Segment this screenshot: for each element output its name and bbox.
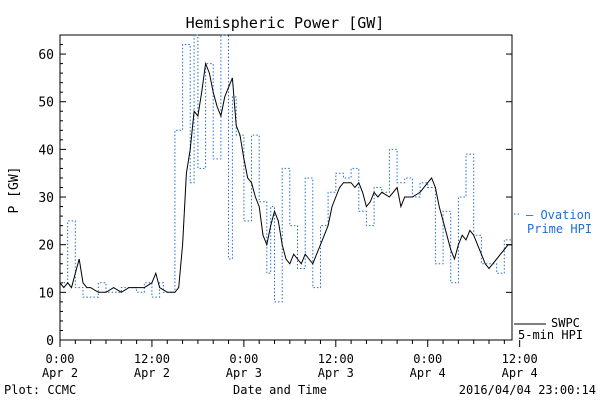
x-tick-date-label: Apr 3 [318, 366, 354, 380]
chart-title: Hemispheric Power [GW] [186, 14, 385, 32]
legend-swpc-line2: 5-min HPI [518, 328, 583, 342]
x-tick-time-label: 0:00 [413, 352, 442, 366]
y-tick-label: 20 [38, 239, 54, 254]
y-tick-label: 60 [38, 48, 54, 63]
plot-credit: Plot: CCMC [4, 383, 76, 397]
x-tick-date-label: Apr 4 [410, 366, 446, 380]
y-tick-label: 30 [38, 191, 54, 206]
y-tick-label: 10 [38, 286, 54, 301]
x-tick-time-label: 0:00 [229, 352, 258, 366]
legend-ovation-line2: Prime HPI [527, 222, 592, 236]
y-axis-label: P [GW] [7, 167, 22, 214]
x-tick-date-label: Apr 2 [42, 366, 78, 380]
legend-swpc-line1: SWPC [551, 316, 580, 330]
x-tick-time-label: 12:00 [502, 352, 538, 366]
ovation-prime-series-line [60, 34, 512, 303]
legend-ovation-line1: — Ovation [526, 208, 591, 222]
x-tick-time-label: 12:00 [134, 352, 170, 366]
timestamp: 2016/04/04 23:00:14 [459, 383, 596, 397]
x-tick-date-label: Apr 2 [134, 366, 170, 380]
x-tick-date-label: Apr 4 [502, 366, 538, 380]
y-tick-label: 40 [38, 143, 54, 158]
x-tick-date-label: Apr 3 [226, 366, 262, 380]
x-tick-time-label: 0:00 [46, 352, 75, 366]
y-tick-label: 50 [38, 96, 54, 111]
plot-frame [59, 34, 513, 341]
x-tick-time-label: 12:00 [318, 352, 354, 366]
x-axis-label: Date and Time [233, 383, 327, 397]
swpc-series-line [59, 61, 512, 293]
y-tick-label: 0 [46, 334, 54, 349]
